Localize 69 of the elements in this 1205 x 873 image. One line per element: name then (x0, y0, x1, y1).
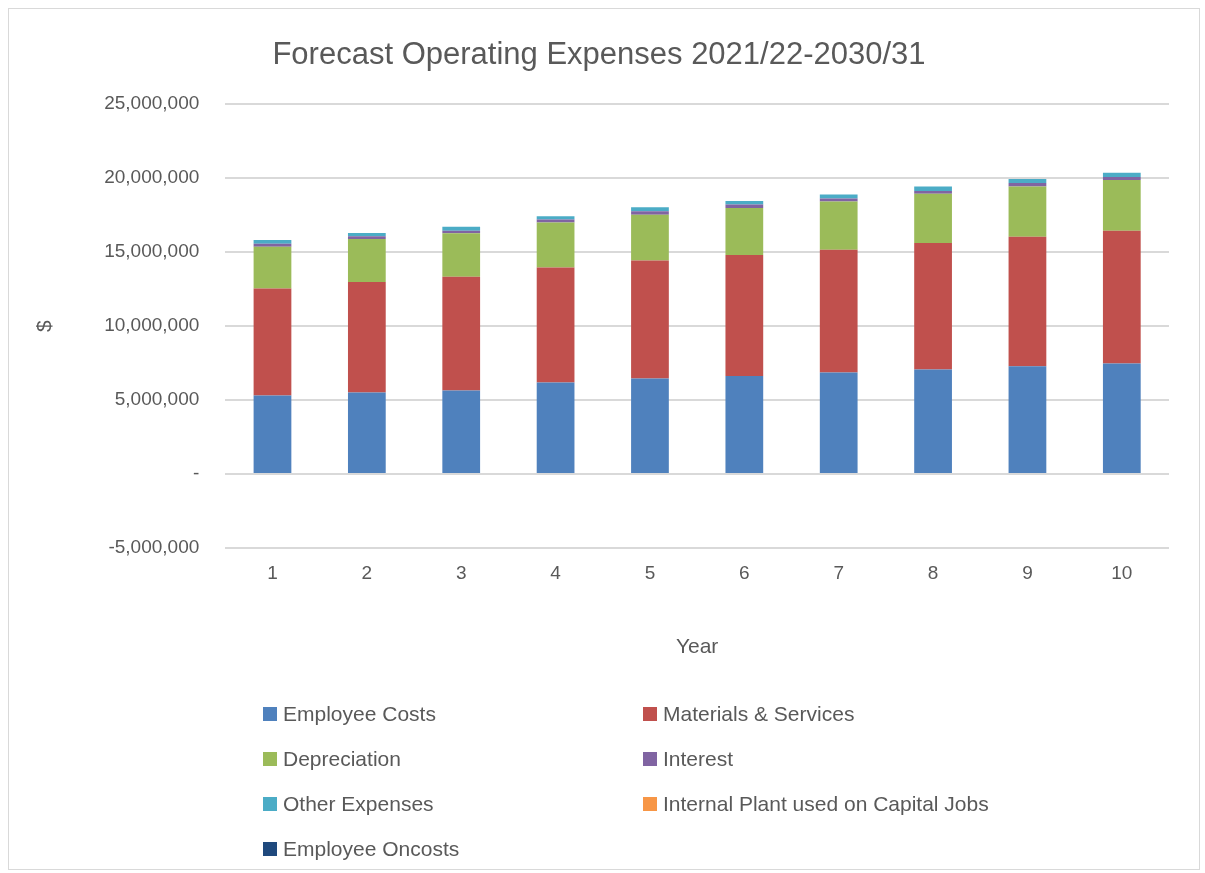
legend-label: Other Expenses (283, 792, 434, 816)
x-tick-label: 5 (644, 561, 656, 583)
x-axis-title: Year (675, 634, 719, 658)
bar (914, 186, 952, 191)
bar (1102, 176, 1141, 180)
y-tick-label: -5,000,000 (108, 536, 200, 558)
bar (1008, 186, 1047, 237)
bar (819, 249, 858, 373)
bar (1008, 236, 1047, 367)
bar (1102, 363, 1141, 474)
legend-label: Employee Oncosts (283, 837, 460, 861)
bar (914, 193, 952, 244)
bar (725, 375, 764, 474)
bar (725, 255, 764, 376)
legend-label: Depreciation (283, 747, 401, 771)
y-tick-label: 15,000,000 (104, 240, 200, 262)
bar (819, 372, 858, 474)
legend-label: Materials & Services (663, 702, 855, 726)
bar (1008, 183, 1047, 187)
bar (1008, 179, 1047, 184)
bar (725, 208, 764, 256)
bar (725, 204, 764, 209)
legend-label: Employee Costs (283, 702, 436, 726)
bar (442, 226, 481, 231)
bar (253, 246, 292, 289)
bar (631, 214, 669, 261)
y-tick-label: - (192, 462, 200, 484)
bar (253, 288, 292, 396)
bar (442, 233, 481, 277)
bar (819, 194, 858, 199)
x-tick-label: 6 (739, 561, 750, 583)
x-tick-label: 9 (1022, 561, 1033, 583)
y-axis-title: $ (32, 319, 56, 332)
chart-title: Forecast Operating Expenses 2021/22-2030/31 (272, 36, 926, 72)
bar (819, 201, 858, 250)
x-tick-label: 10 (1111, 561, 1133, 583)
bar (1102, 230, 1141, 364)
bar (1102, 172, 1141, 177)
bar (914, 190, 952, 194)
bar (631, 211, 669, 215)
bar (442, 276, 481, 391)
bar (1008, 366, 1047, 474)
bar (536, 267, 575, 383)
x-tick-label: 8 (927, 561, 939, 583)
y-tick-label: 20,000,000 (104, 166, 200, 188)
x-tick-label: 7 (833, 561, 844, 583)
bar (253, 395, 292, 474)
bar (536, 382, 575, 474)
x-tick-label: 3 (455, 561, 467, 583)
bar (347, 239, 386, 283)
bar (631, 260, 669, 379)
bar (914, 369, 952, 474)
legend-label: Interest (663, 747, 734, 771)
bar (819, 198, 858, 202)
x-tick-label: 1 (267, 561, 278, 583)
x-tick-label: 4 (550, 561, 562, 583)
bar (442, 390, 481, 474)
bar (536, 222, 575, 268)
y-tick-label: 5,000,000 (114, 388, 200, 410)
bar (914, 243, 952, 370)
legend-label: Internal Plant used on Capital Jobs (663, 792, 989, 816)
bar (631, 378, 669, 474)
bar (631, 207, 669, 212)
bar (347, 282, 386, 393)
x-tick-label: 2 (361, 561, 373, 583)
y-tick-label: 25,000,000 (104, 92, 200, 114)
y-tick-label: 10,000,000 (104, 314, 200, 336)
bar (1102, 179, 1141, 231)
bar (347, 392, 386, 474)
